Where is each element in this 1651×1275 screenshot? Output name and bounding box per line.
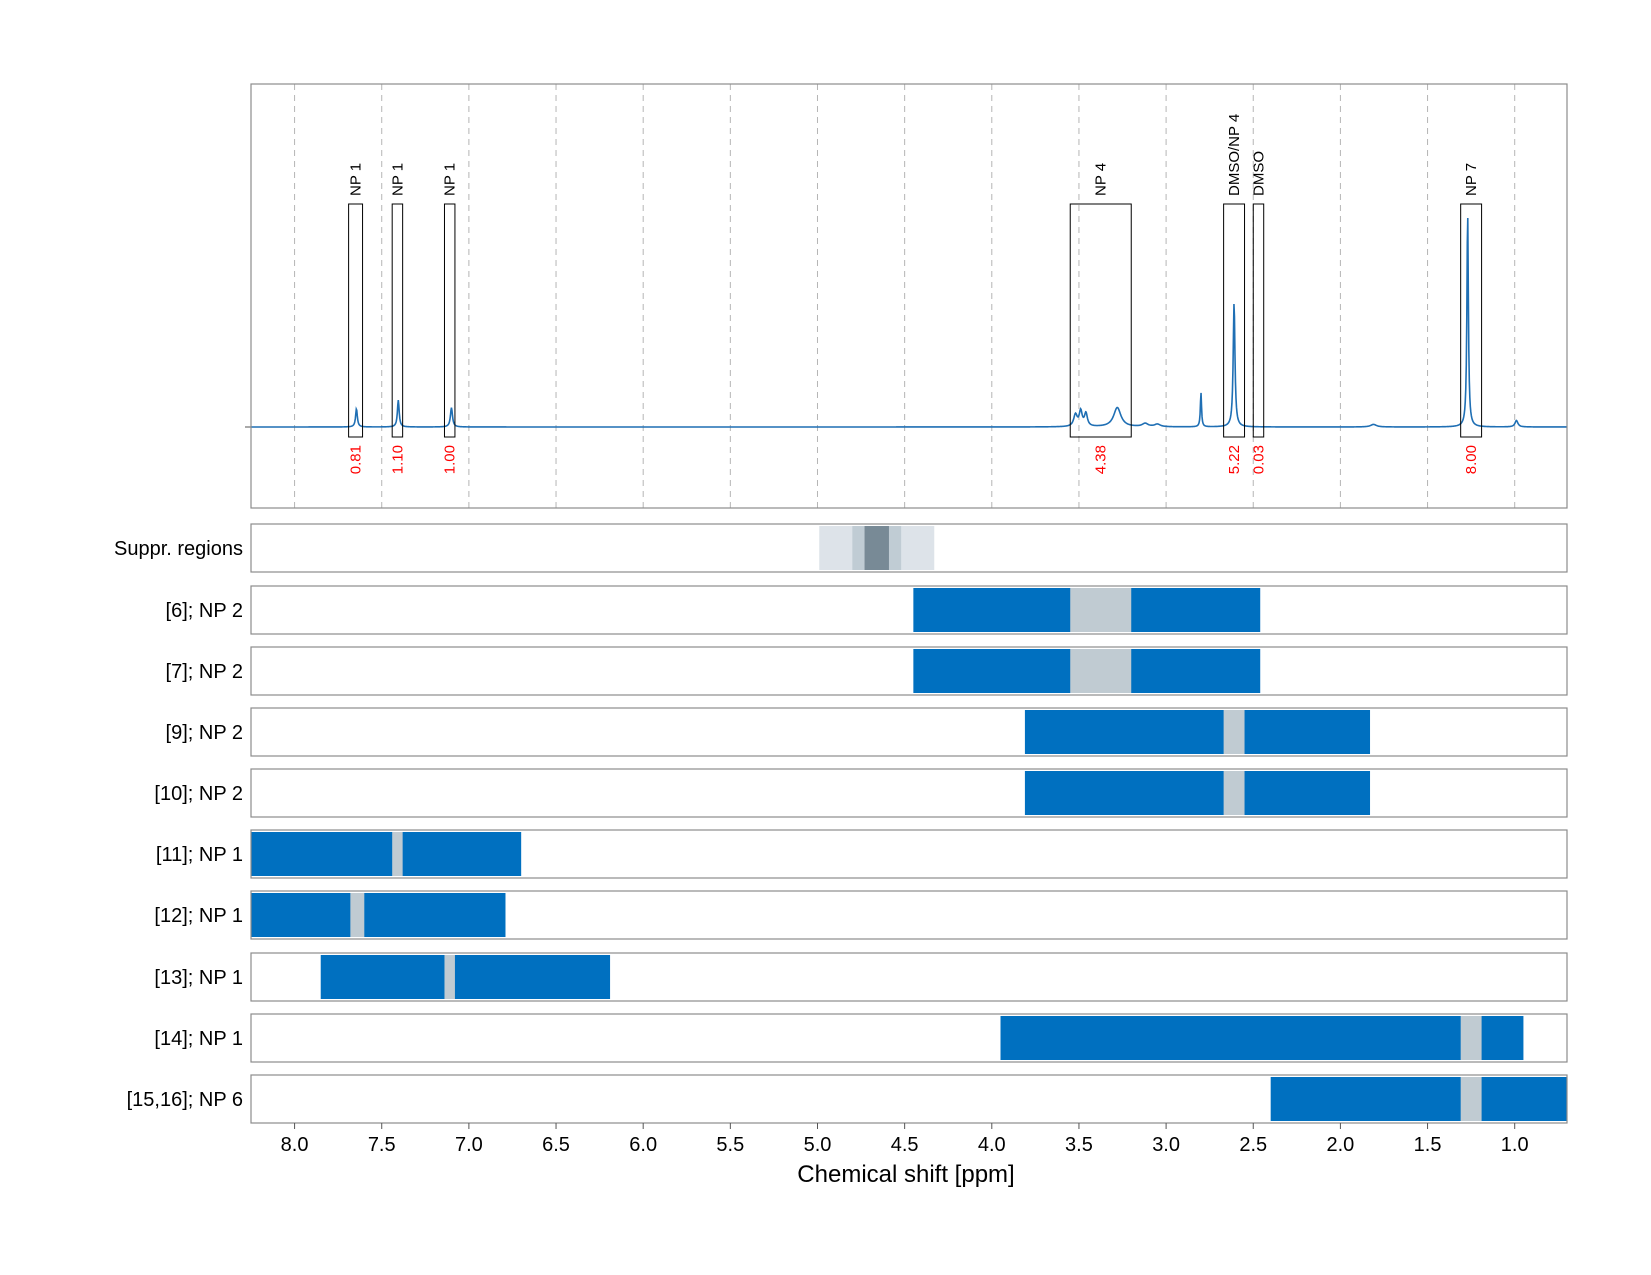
x-tick-label: 2.0 (1326, 1134, 1354, 1156)
x-tick-label: 6.5 (542, 1134, 570, 1156)
x-axis-title: Chemical shift [ppm] (797, 1161, 1014, 1188)
x-tick-label: 3.0 (1152, 1134, 1180, 1156)
integral-value: 8.00 (1463, 445, 1480, 474)
track-background (251, 586, 1567, 634)
track-frame (250, 523, 1568, 573)
x-tick-label: 1.5 (1414, 1134, 1442, 1156)
integration-box (1252, 203, 1265, 438)
region-bar (1024, 710, 1371, 754)
peak-label: NP 7 (1463, 163, 1480, 196)
region-bar (1270, 1077, 1567, 1121)
integral-value: 4.38 (1093, 445, 1110, 474)
track-label: [15,16]; NP 6 (127, 1089, 243, 1111)
x-tick-label: 7.5 (368, 1134, 396, 1156)
x-tick-label: 4.0 (978, 1134, 1006, 1156)
integral-value: 1.00 (442, 445, 459, 474)
x-tick-label: 5.5 (716, 1134, 744, 1156)
x-tick-label: 1.0 (1501, 1134, 1529, 1156)
peak-label: DMSO/NP 4 (1226, 114, 1243, 196)
peak-label: NP 4 (1093, 163, 1110, 196)
peak-label: NP 1 (348, 163, 365, 196)
track-label: [11]; NP 1 (156, 844, 243, 866)
peak-label: NP 1 (442, 163, 459, 196)
track-background (251, 647, 1567, 695)
x-axis: 8.0 7.5 7.0 6.5 6.0 5.5 5.0 4.5 4.0 3.5 3.0 2.5 2.0 1… (281, 1123, 1529, 1156)
track-frame (250, 707, 1568, 757)
grid-layer (294, 84, 1516, 508)
spectrum-frame (250, 83, 1568, 509)
track-label: [13]; NP 1 (154, 967, 243, 989)
integration-box (1069, 203, 1132, 438)
x-tick-label: 7.0 (455, 1134, 483, 1156)
region-bar (251, 893, 506, 937)
track-label: [7]; NP 2 (166, 661, 243, 683)
track-frame (250, 829, 1568, 879)
spectrum-panel: NP 1 0.81 NP 1 1.10 NP 1 1.00 NP 4 4.38 DMSO/NP … (245, 83, 1568, 509)
peak-window (1223, 771, 1245, 815)
integration-box (1223, 203, 1246, 438)
integral-value: 5.22 (1226, 445, 1243, 474)
peak-window (350, 893, 365, 937)
x-tick-label: 8.0 (281, 1134, 309, 1156)
peak-window (1070, 649, 1132, 693)
track-label: [10]; NP 2 (154, 783, 243, 805)
track-frame (250, 1074, 1568, 1124)
peak-label: NP 1 (389, 163, 406, 196)
region-bar (1024, 771, 1371, 815)
x-tick-label: 2.5 (1239, 1134, 1267, 1156)
integration-box (443, 203, 456, 438)
x-tick-label: 6.0 (629, 1134, 657, 1156)
region-bar (1000, 1016, 1524, 1060)
spectrum-line (251, 217, 1567, 428)
track-label: [6]; NP 2 (166, 600, 243, 622)
suppressed-band (864, 526, 889, 570)
x-tick-label: 5.0 (804, 1134, 832, 1156)
track-frame (250, 890, 1568, 940)
region-bar (251, 832, 522, 876)
integral-value: 1.10 (389, 445, 406, 474)
track-label: [12]; NP 1 (154, 905, 243, 927)
peak-window (1223, 710, 1245, 754)
peak-window (1460, 1016, 1482, 1060)
track-frame (250, 768, 1568, 818)
track-frame (250, 1013, 1568, 1063)
x-tick-label: 3.5 (1065, 1134, 1093, 1156)
region-bar (320, 955, 611, 999)
integral-value: 0.03 (1250, 445, 1267, 474)
integration-box (1460, 203, 1483, 438)
x-tick-label: 4.5 (891, 1134, 919, 1156)
peak-window (392, 832, 403, 876)
integration-box (391, 203, 404, 438)
peak-window (1460, 1077, 1482, 1121)
track-label: [9]; NP 2 (166, 722, 243, 744)
track-frame (250, 585, 1568, 635)
track-frame (250, 952, 1568, 1002)
integration-box (348, 203, 364, 438)
track-frame (250, 646, 1568, 696)
integral-value: 0.81 (348, 445, 365, 474)
peak-window (444, 955, 455, 999)
tracks-layer: Suppr. regions [6]; NP 2 [7]; NP 2 [9]; NP … (114, 523, 1568, 1124)
peak-window (1070, 588, 1132, 632)
peak-label: DMSO (1250, 151, 1267, 196)
track-label: Suppr. regions (114, 538, 243, 560)
track-label: [14]; NP 1 (154, 1028, 243, 1050)
